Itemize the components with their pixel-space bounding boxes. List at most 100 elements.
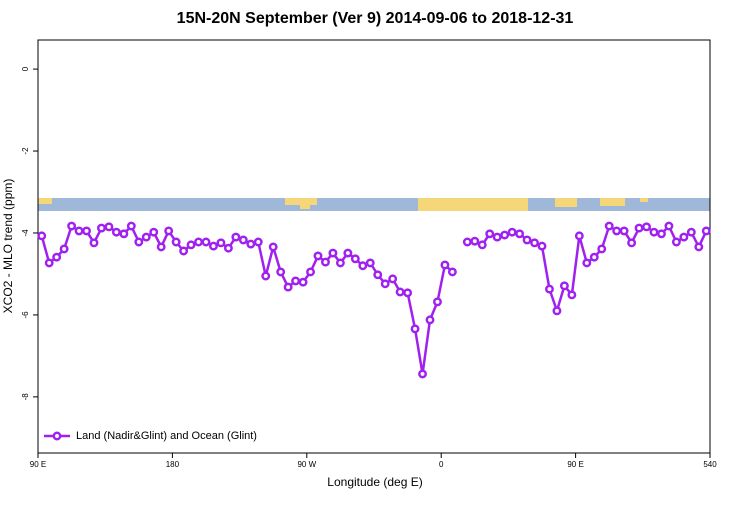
- data-point: [649, 227, 659, 237]
- data-point: [156, 242, 166, 252]
- data-point: [149, 227, 159, 237]
- data-point: [179, 246, 189, 256]
- data-point: [298, 277, 308, 287]
- data-point: [306, 267, 315, 277]
- data-point: [141, 232, 151, 242]
- legend-label: Land (Nadir&Glint) and Ocean (Glint): [76, 430, 257, 442]
- y-tick-label: -8: [21, 393, 30, 401]
- y-tick-label: -6: [21, 311, 30, 319]
- data-point: [373, 270, 383, 280]
- data-point: [567, 290, 577, 300]
- data-point: [276, 267, 286, 277]
- data-point: [111, 227, 121, 237]
- data-point: [694, 242, 704, 252]
- x-axis-label: Longitude (deg E): [327, 475, 422, 489]
- data-point: [186, 240, 196, 250]
- data-point: [537, 241, 547, 251]
- data-point: [358, 261, 368, 271]
- data-point: [671, 237, 681, 247]
- data-point: [216, 238, 226, 248]
- data-point: [201, 237, 211, 247]
- data-point: [559, 281, 569, 291]
- data-point: [194, 237, 203, 247]
- data-point: [515, 229, 525, 239]
- data-point: [291, 276, 301, 286]
- x-tick-label: 90 W: [297, 460, 316, 469]
- data-point: [164, 226, 174, 236]
- data-point: [522, 235, 532, 245]
- data-point: [530, 238, 539, 248]
- y-tick-label: -2: [21, 147, 30, 155]
- data-point: [582, 258, 592, 268]
- legend-marker: [52, 431, 62, 441]
- x-tick-label: 180: [166, 460, 180, 469]
- data-point: [686, 227, 696, 237]
- data-point: [447, 267, 457, 277]
- data-point: [433, 297, 442, 307]
- data-point: [343, 248, 353, 258]
- chart-title: 15N-20N September (Ver 9) 2014-09-06 to …: [177, 10, 574, 27]
- data-point: [380, 279, 390, 289]
- data-point: [500, 230, 510, 240]
- data-point: [492, 232, 502, 242]
- data-point: [134, 237, 144, 247]
- data-point: [634, 223, 644, 233]
- data-point: [59, 244, 69, 254]
- data-point: [350, 254, 360, 264]
- data-point: [627, 238, 637, 248]
- plot-frame: [37, 39, 711, 454]
- y-tick-label: -4: [21, 229, 30, 237]
- data-point: [545, 284, 554, 294]
- data-point: [410, 324, 420, 334]
- data-point: [268, 242, 278, 252]
- data-point: [246, 239, 256, 249]
- data-point: [104, 222, 114, 232]
- data-point: [82, 226, 91, 236]
- data-point: [597, 244, 607, 254]
- data-point: [612, 226, 622, 236]
- data-point: [283, 282, 293, 292]
- data-point: [657, 229, 666, 239]
- data-point: [119, 229, 129, 239]
- x-tick-label: 0: [439, 460, 444, 469]
- data-point: [425, 315, 435, 325]
- data-point: [619, 226, 629, 236]
- data-point: [388, 274, 398, 284]
- data-point: [89, 238, 99, 248]
- data-point: [642, 222, 651, 232]
- data-point: [589, 252, 599, 262]
- data-point: [395, 287, 405, 297]
- data-point: [52, 252, 62, 262]
- data-point: [97, 223, 106, 233]
- map-strip: [38, 198, 710, 211]
- data-point: [552, 306, 562, 316]
- data-point: [328, 248, 338, 258]
- y-axis-label: XCO2 - MLO trend (ppm): [1, 179, 15, 314]
- data-point: [701, 226, 711, 236]
- data-point: [365, 258, 375, 268]
- data-point: [44, 258, 54, 268]
- data-point: [253, 237, 263, 247]
- data-point: [238, 235, 248, 245]
- data-point: [418, 369, 427, 379]
- data-point: [679, 232, 689, 242]
- data-point: [74, 226, 84, 236]
- data-point: [231, 232, 241, 242]
- data-point: [209, 241, 218, 251]
- data-point: [126, 221, 136, 231]
- x-tick-label: 540: [703, 460, 717, 469]
- x-tick-label: 90 E: [30, 460, 46, 469]
- data-point: [171, 237, 181, 247]
- data-point: [485, 229, 495, 239]
- data-point: [664, 221, 674, 231]
- data-point: [470, 236, 480, 246]
- data-point: [313, 251, 323, 261]
- data-point: [223, 243, 233, 253]
- data-point: [403, 288, 413, 298]
- data-point: [574, 231, 584, 241]
- data-point: [321, 257, 330, 267]
- data-point: [37, 231, 47, 241]
- x-tick-label: 90 E: [567, 460, 583, 469]
